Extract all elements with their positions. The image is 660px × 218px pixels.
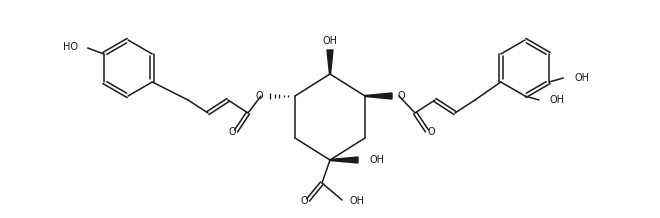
- Text: HO: HO: [63, 42, 78, 52]
- Text: O: O: [300, 196, 308, 206]
- Polygon shape: [365, 93, 392, 99]
- Text: OH: OH: [550, 95, 565, 105]
- Text: O: O: [427, 127, 435, 137]
- Text: OH: OH: [370, 155, 385, 165]
- Text: O: O: [228, 127, 236, 137]
- Polygon shape: [327, 50, 333, 74]
- Text: O: O: [397, 91, 405, 101]
- Text: OH: OH: [323, 36, 337, 46]
- Text: OH: OH: [349, 196, 364, 206]
- Text: O: O: [255, 91, 263, 101]
- Text: OH: OH: [574, 73, 589, 83]
- Polygon shape: [330, 157, 358, 163]
